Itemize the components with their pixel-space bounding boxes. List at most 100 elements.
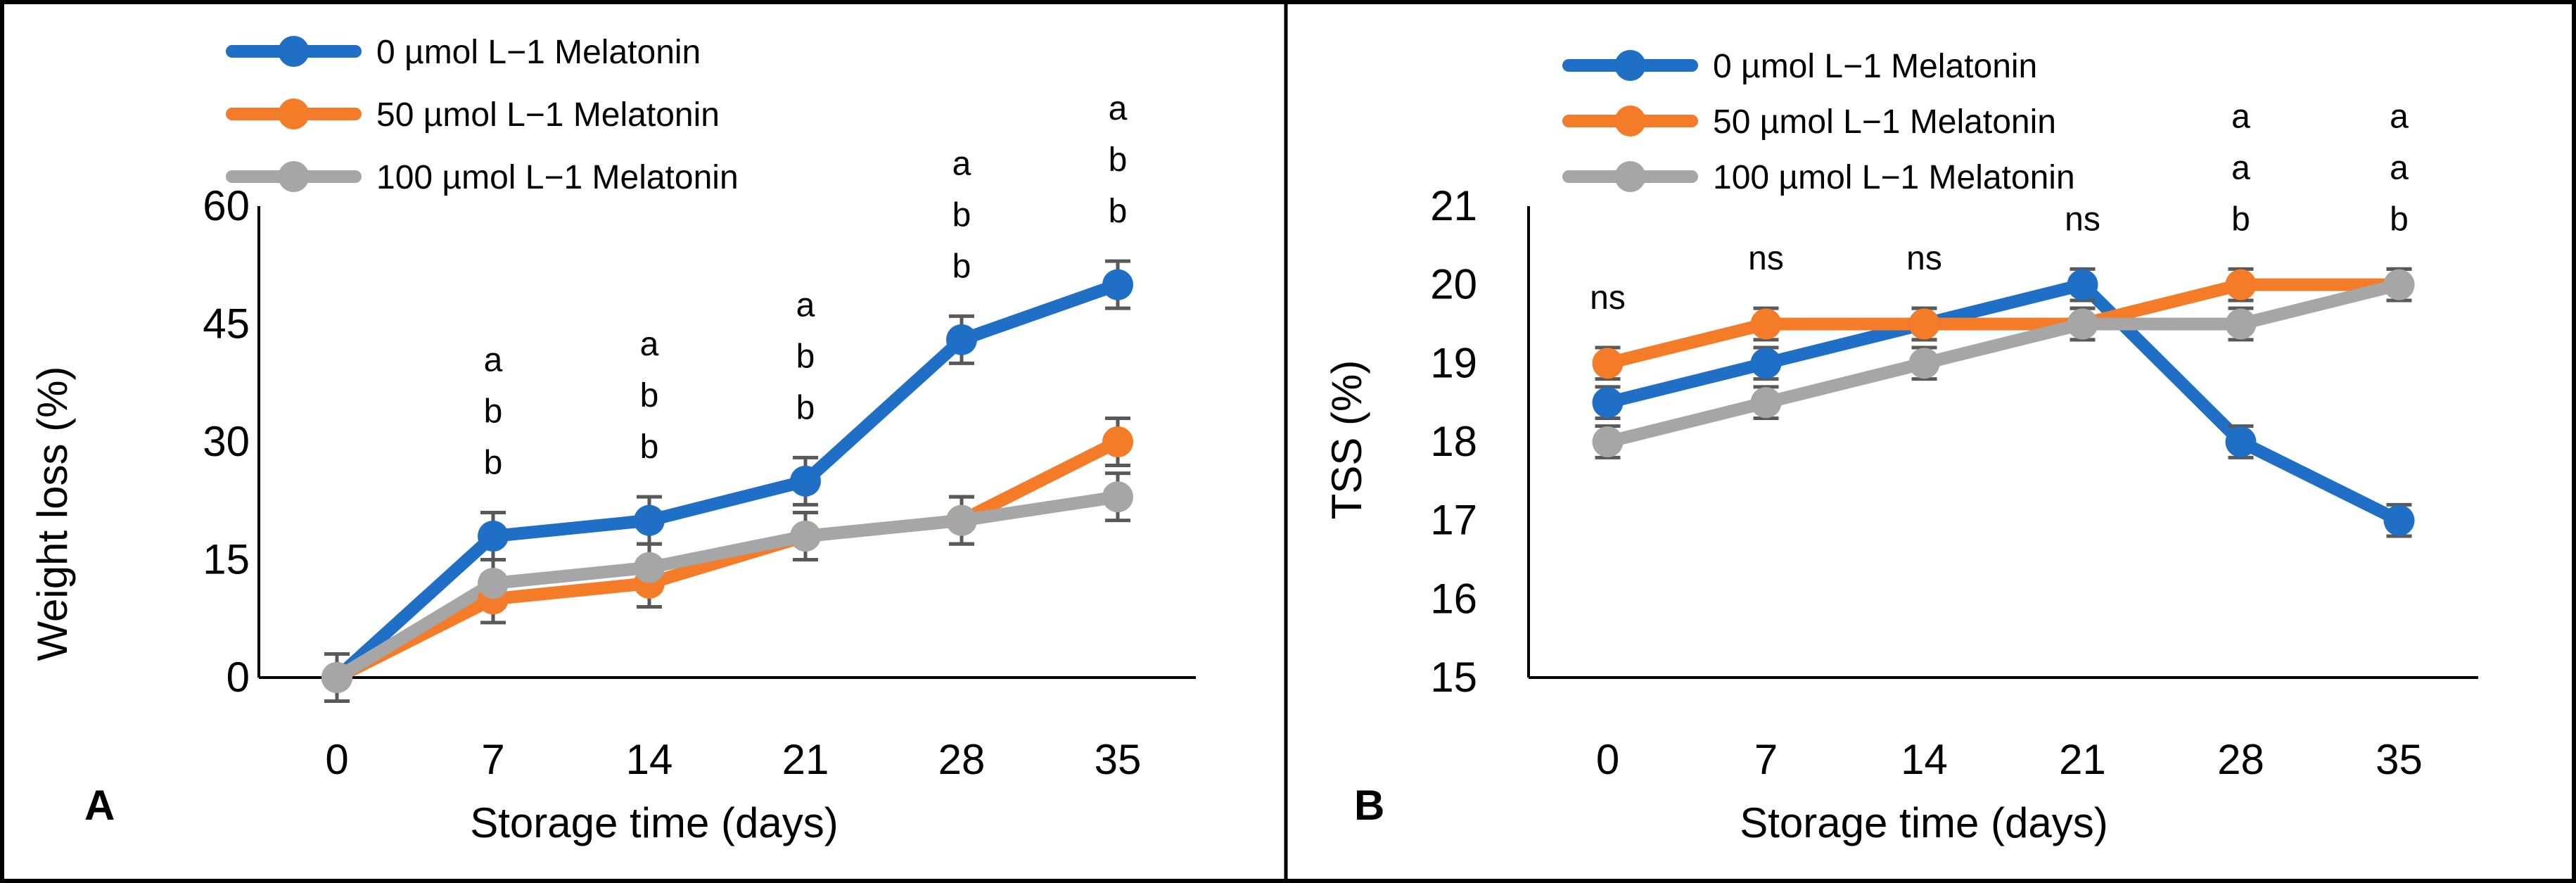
- y-tick-label: 18: [1430, 418, 1477, 465]
- legend-marker-1: [278, 99, 310, 129]
- panel-a-weight-loss: Weight loss (%) Storage time (days) A 0 1…: [29, 34, 1196, 846]
- legend-label-0: 0 µmol L−1 Melatonin: [1713, 48, 2037, 85]
- series-point-2: [1908, 348, 1940, 379]
- significance-label: b: [796, 338, 815, 375]
- series-point-2: [1592, 426, 1624, 457]
- series-point-2: [2225, 308, 2257, 340]
- significance-label: a: [796, 286, 815, 324]
- series-point-2: [478, 568, 509, 599]
- series-line-0: [331, 278, 1124, 684]
- series-line-0: [1601, 278, 2406, 527]
- x-tick-label: 21: [782, 736, 829, 783]
- y-tick-label: 15: [203, 536, 250, 583]
- series-point-1: [1592, 348, 1624, 379]
- series-point-2: [2067, 308, 2098, 340]
- series-point-0: [1750, 348, 1782, 379]
- y-tick-label: 0: [227, 654, 250, 701]
- y-tick-label: 15: [1430, 654, 1477, 701]
- significance-label: b: [484, 393, 503, 431]
- series-line-1: [331, 436, 1124, 684]
- x-tick-label: 0: [325, 736, 348, 783]
- significance-label: a: [484, 342, 503, 379]
- significance-label: b: [1109, 193, 1128, 230]
- legend-label-2: 100 µmol L−1 Melatonin: [376, 159, 739, 196]
- legend-label-2: 100 µmol L−1 Melatonin: [1713, 159, 2075, 196]
- y-tick-label: 19: [1430, 339, 1477, 386]
- significance-label: a: [640, 326, 659, 363]
- series-point-0: [634, 504, 665, 536]
- series-point-0: [2225, 426, 2257, 457]
- significance-label: ns: [2065, 201, 2100, 238]
- panel-b-tss: TSS (%) Storage time (days) B 15 16 17 18 19…: [1323, 48, 2478, 846]
- legend-marker-0: [278, 36, 310, 67]
- significance-label: b: [640, 428, 659, 466]
- x-tick-label: 7: [1754, 736, 1778, 783]
- series-point-0: [2067, 269, 2098, 300]
- x-tick-label: 28: [938, 736, 986, 783]
- significance-label: b: [952, 248, 971, 285]
- series-line-1: [1601, 278, 2406, 370]
- y-tick-label: 20: [1430, 261, 1477, 308]
- series-line-2: [331, 490, 1124, 684]
- significance-label: ns: [1748, 240, 1784, 277]
- significance-label: a: [952, 145, 971, 182]
- x-tick-label: 35: [1095, 736, 1142, 783]
- y-tick-label: 30: [203, 418, 250, 465]
- series-point-1: [1750, 308, 1782, 340]
- series-point-0: [1102, 269, 1133, 300]
- legend-label-1: 50 µmol L−1 Melatonin: [1713, 103, 2056, 141]
- x-tick-label: 14: [1901, 736, 1948, 783]
- significance-label: ns: [1906, 240, 1942, 277]
- legend-label-1: 50 µmol L−1 Melatonin: [376, 96, 720, 134]
- legend-marker-2: [1614, 161, 1646, 192]
- series-point-1: [1102, 426, 1133, 457]
- series-point-2: [1750, 387, 1782, 419]
- series-point-2: [946, 504, 977, 536]
- panel-a-xlabel: Storage time (days): [470, 799, 839, 846]
- y-tick-label: 16: [1430, 575, 1477, 622]
- series-point-0: [946, 324, 977, 355]
- significance-label: a: [2390, 149, 2409, 186]
- y-tick-label: 21: [1430, 182, 1477, 229]
- significance-label: b: [952, 196, 971, 234]
- y-tick-label: 60: [203, 182, 250, 229]
- series-point-2: [2383, 269, 2415, 300]
- panel-b-xlabel: Storage time (days): [1740, 799, 2108, 846]
- y-tick-label: 17: [1430, 497, 1477, 544]
- significance-label: a: [1109, 90, 1128, 127]
- legend-marker-2: [278, 161, 310, 192]
- x-tick-label: 21: [2059, 736, 2106, 783]
- series-point-2: [790, 521, 821, 552]
- significance-label: a: [2231, 98, 2250, 135]
- panel-b-ylabel: TSS (%): [1323, 360, 1370, 520]
- significance-label: b: [2231, 201, 2250, 238]
- series-point-2: [1102, 481, 1133, 513]
- panel-a-ylabel: Weight loss (%): [29, 366, 76, 661]
- panel-a-letter: A: [84, 782, 115, 829]
- series-line-2: [1601, 278, 2406, 448]
- panel-b-letter: B: [1354, 782, 1384, 829]
- series-point-0: [1592, 387, 1624, 419]
- series-point-0: [2383, 504, 2415, 536]
- x-tick-label: 28: [2217, 736, 2264, 783]
- significance-label: b: [796, 389, 815, 426]
- significance-label: b: [640, 377, 659, 414]
- series-point-2: [634, 552, 665, 583]
- y-tick-label: 45: [203, 300, 250, 348]
- significance-label: a: [2231, 149, 2250, 186]
- legend-label-0: 0 µmol L−1 Melatonin: [376, 34, 701, 71]
- series-point-2: [321, 662, 352, 693]
- legend-marker-0: [1614, 50, 1646, 81]
- significance-label: ns: [1590, 279, 1626, 317]
- x-tick-label: 7: [481, 736, 504, 783]
- series-point-0: [478, 521, 509, 552]
- x-tick-label: 0: [1596, 736, 1619, 783]
- x-tick-label: 14: [626, 736, 673, 783]
- series-point-1: [1908, 308, 1940, 340]
- significance-label: b: [2390, 201, 2409, 238]
- series-point-1: [2225, 269, 2257, 300]
- significance-label: b: [484, 445, 503, 482]
- significance-label: a: [2390, 98, 2409, 135]
